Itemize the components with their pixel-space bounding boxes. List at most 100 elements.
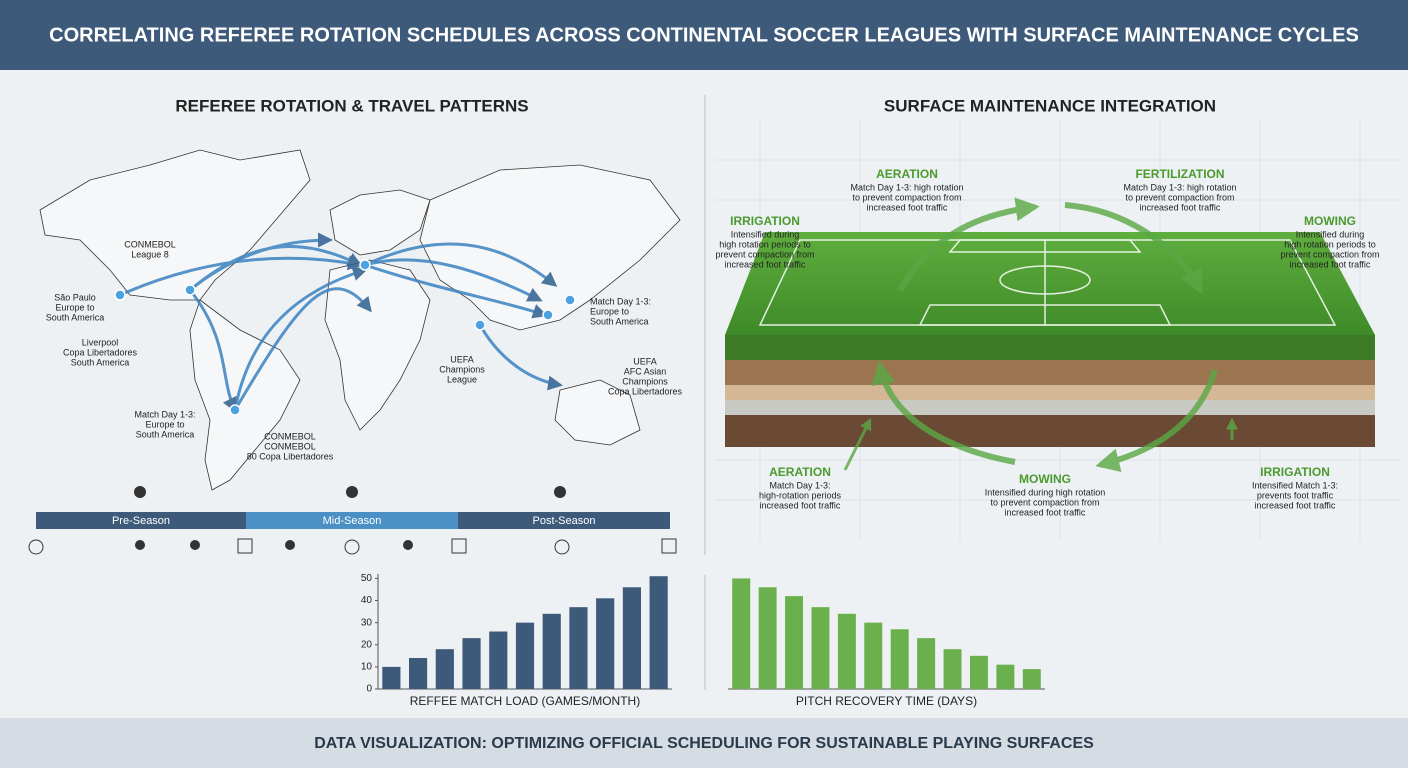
step-name: FERTILIZATION — [1135, 167, 1224, 181]
bar — [943, 649, 962, 689]
y-tick-label: 10 — [361, 662, 373, 673]
page-title: CORRELATING REFEREE ROTATION SCHEDULES A… — [49, 24, 1359, 46]
bar — [811, 607, 830, 689]
bar — [382, 666, 401, 689]
y-tick-label: 30 — [361, 617, 373, 628]
step-name: AERATION — [876, 167, 938, 181]
step-text: high rotation periods to — [1284, 239, 1376, 249]
timeline-label: Mid-Season — [323, 515, 382, 527]
timeline-phase — [458, 512, 670, 529]
bar — [864, 622, 883, 689]
step-name: IRRIGATION — [1260, 465, 1330, 479]
map-label: UEFA — [633, 356, 657, 366]
bar — [917, 638, 936, 689]
step-text: Match Day 1-3: high rotation — [850, 182, 963, 192]
map-label: CONMEBOL — [124, 239, 176, 249]
bar — [462, 638, 481, 689]
map-label: UEFA — [450, 354, 474, 364]
step-text: Intensified during high rotation — [985, 487, 1106, 497]
step-text: increased foot traffic — [1140, 202, 1221, 212]
header-bar — [0, 0, 1408, 70]
map-label: League 8 — [131, 249, 169, 259]
map-label: São Paulo — [54, 292, 96, 302]
bar — [622, 587, 641, 689]
step-text: to prevent compaction from — [852, 192, 961, 202]
step-text: increased foot traffic — [1290, 259, 1371, 269]
bar — [435, 649, 454, 689]
bar — [515, 622, 535, 689]
map-label: Copa Libertadores — [63, 347, 138, 357]
map-label: League — [447, 374, 477, 384]
x-axis-label: PITCH RECOVERY TIME (DAYS) — [796, 694, 977, 708]
step-text: increased foot traffic — [1255, 500, 1336, 510]
timeline-phase — [246, 512, 458, 529]
map-label: Europe to — [145, 419, 184, 429]
step-text: increased foot traffic — [760, 500, 841, 510]
step-text: Match Day 1-3: high rotation — [1123, 182, 1236, 192]
map-label: South America — [71, 357, 130, 367]
x-axis-label: REFFEE MATCH LOAD (GAMES/MONTH) — [410, 694, 640, 708]
footer-text: DATA VISUALIZATION: OPTIMIZING OFFICIAL … — [314, 735, 1094, 752]
timeline-phase — [36, 512, 246, 529]
bar — [969, 655, 988, 689]
step-name: IRRIGATION — [730, 214, 800, 228]
bar — [542, 613, 561, 689]
step-name: MOWING — [1019, 472, 1071, 486]
map-label: South America — [46, 312, 105, 322]
step-text: prevent compaction from — [1280, 249, 1379, 259]
map-label: Champions — [439, 364, 485, 374]
bar — [758, 587, 777, 689]
bar — [837, 613, 856, 689]
pitch — [725, 232, 1375, 447]
step-text: Intensified Match 1-3: — [1252, 480, 1338, 490]
bar — [596, 598, 615, 689]
timeline-label: Post-Season — [533, 515, 596, 527]
travel-arrows — [119, 232, 563, 413]
map-label: CONMEBOL — [264, 441, 316, 451]
step-text: prevents foot traffic — [1257, 490, 1334, 500]
step-text: increased foot traffic — [1005, 507, 1086, 517]
bar — [569, 607, 588, 689]
map-label: Liverpool — [82, 337, 119, 347]
step-text: Match Day 1-3: — [769, 480, 830, 490]
map-label: Match Day 1-3: — [134, 409, 195, 419]
step-text: to prevent compaction from — [1125, 192, 1234, 202]
bar — [785, 596, 804, 689]
step-text: Intensified during — [731, 229, 800, 239]
map-label: Champions — [622, 376, 668, 386]
map-label: CONMEBOL — [264, 431, 316, 441]
bar — [1022, 669, 1041, 689]
step-text: Intensified during — [1296, 229, 1365, 239]
step-text: increased foot traffic — [725, 259, 806, 269]
timeline-label: Pre-Season — [112, 515, 170, 527]
footer-bar — [0, 718, 1408, 768]
step-text: increased foot traffic — [867, 202, 948, 212]
map-title: REFEREE ROTATION & TRAVEL PATTERNS — [175, 96, 528, 115]
step-text: high-rotation periods — [759, 490, 842, 500]
step-name: AERATION — [769, 465, 831, 479]
map-label: Copa Libertadores — [608, 386, 683, 396]
bar — [890, 629, 909, 689]
map-label: Match Day 1-3: — [590, 296, 651, 306]
bar — [489, 631, 508, 689]
map-label: AFC Asian — [624, 366, 667, 376]
map-label: Europe to — [55, 302, 94, 312]
map-pins — [114, 259, 576, 416]
map-label: Europe to — [590, 306, 629, 316]
bar — [649, 576, 668, 689]
timeline-icons — [28, 486, 677, 555]
step-name: MOWING — [1304, 214, 1356, 228]
bar — [996, 664, 1015, 689]
y-tick-label: 0 — [366, 684, 372, 695]
map-label: South America — [590, 316, 649, 326]
maintenance-title: SURFACE MAINTENANCE INTEGRATION — [884, 96, 1216, 115]
y-tick-label: 50 — [361, 573, 373, 584]
map-label: South America — [136, 429, 195, 439]
map-label: 80 Copa Libertadores — [247, 451, 334, 461]
cycle-arrows — [843, 197, 1238, 472]
step-text: prevent compaction from — [715, 249, 814, 259]
step-text: high rotation periods to — [719, 239, 811, 249]
bar — [409, 658, 428, 689]
y-tick-label: 40 — [361, 595, 373, 606]
